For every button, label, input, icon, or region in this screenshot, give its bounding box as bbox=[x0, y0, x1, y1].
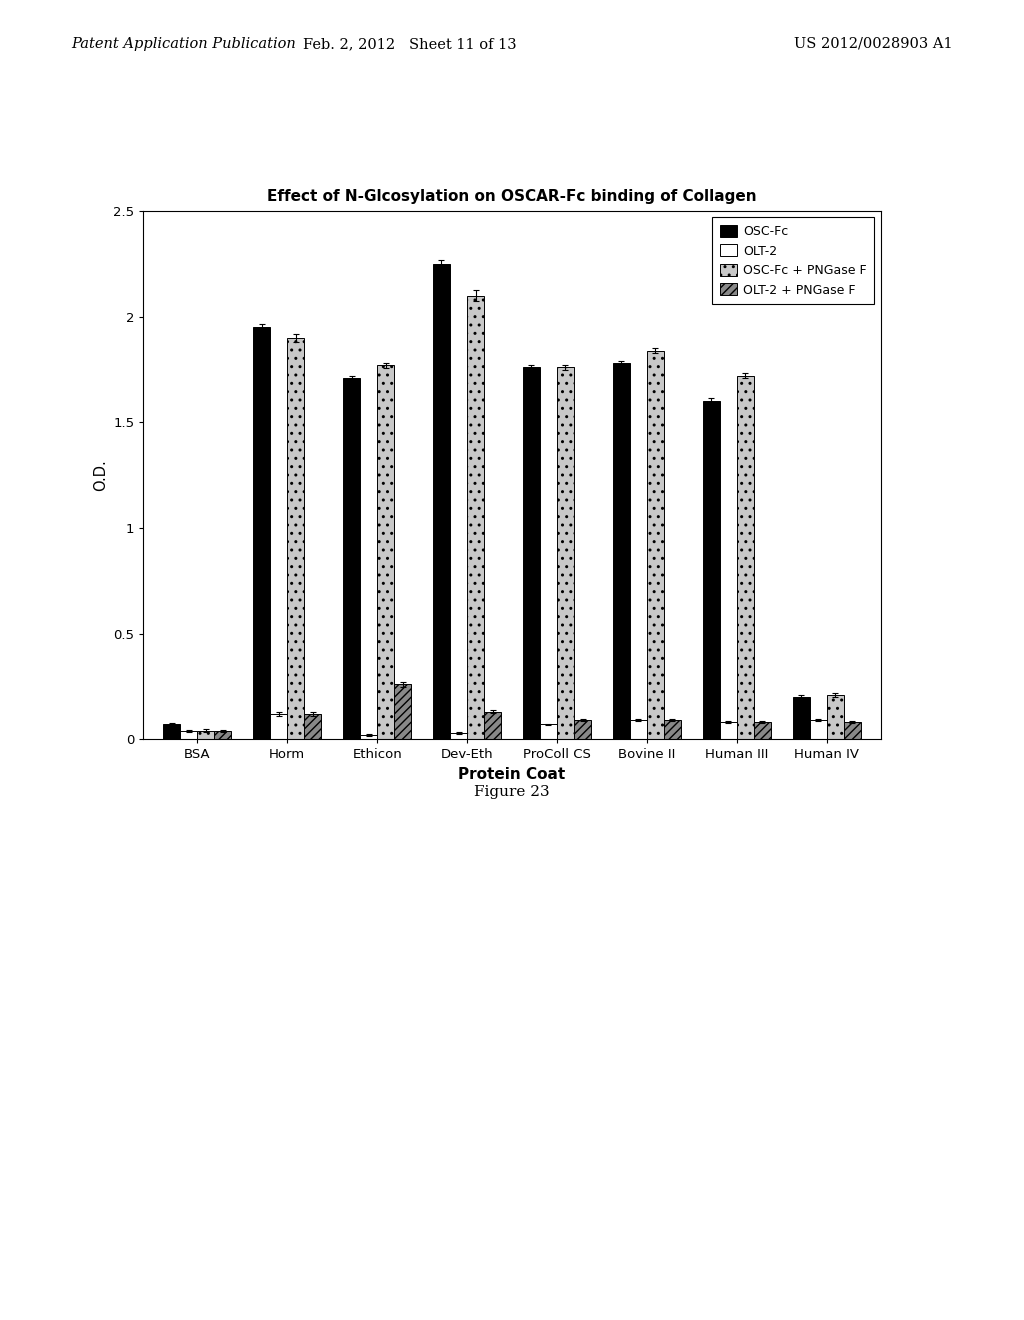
Bar bbox=[826, 694, 844, 739]
Bar bbox=[253, 327, 270, 739]
Bar bbox=[702, 401, 720, 739]
Bar bbox=[163, 725, 180, 739]
Bar bbox=[647, 351, 664, 739]
Title: Effect of N-Glcosylation on OSCAR-Fc binding of Collagen: Effect of N-Glcosylation on OSCAR-Fc bin… bbox=[267, 190, 757, 205]
Legend: OSC-Fc, OLT-2, OSC-Fc + PNGase F, OLT-2 + PNGase F: OSC-Fc, OLT-2, OSC-Fc + PNGase F, OLT-2 … bbox=[712, 218, 874, 304]
Bar bbox=[612, 363, 630, 739]
Bar bbox=[467, 296, 484, 739]
Bar bbox=[540, 725, 557, 739]
Bar bbox=[720, 722, 737, 739]
Bar bbox=[287, 338, 304, 739]
Bar bbox=[630, 721, 647, 739]
Bar bbox=[664, 721, 681, 739]
Bar bbox=[754, 722, 771, 739]
Bar bbox=[523, 367, 540, 739]
Bar bbox=[450, 733, 467, 739]
Bar bbox=[484, 711, 501, 739]
Bar bbox=[394, 684, 412, 739]
Bar bbox=[793, 697, 810, 739]
Text: Patent Application Publication: Patent Application Publication bbox=[72, 37, 296, 51]
Bar bbox=[180, 731, 198, 739]
X-axis label: Protein Coat: Protein Coat bbox=[459, 767, 565, 781]
Bar bbox=[844, 722, 861, 739]
Bar bbox=[557, 367, 574, 739]
Bar bbox=[214, 731, 231, 739]
Bar bbox=[574, 721, 591, 739]
Bar bbox=[810, 721, 826, 739]
Bar bbox=[737, 376, 754, 739]
Bar bbox=[377, 366, 394, 739]
Bar bbox=[198, 731, 214, 739]
Bar bbox=[433, 264, 450, 739]
Bar bbox=[360, 735, 377, 739]
Text: Feb. 2, 2012   Sheet 11 of 13: Feb. 2, 2012 Sheet 11 of 13 bbox=[303, 37, 516, 51]
Bar bbox=[343, 378, 360, 739]
Text: US 2012/0028903 A1: US 2012/0028903 A1 bbox=[794, 37, 952, 51]
Y-axis label: O.D.: O.D. bbox=[92, 459, 108, 491]
Bar bbox=[304, 714, 322, 739]
Bar bbox=[270, 714, 287, 739]
Text: Figure 23: Figure 23 bbox=[474, 785, 550, 800]
